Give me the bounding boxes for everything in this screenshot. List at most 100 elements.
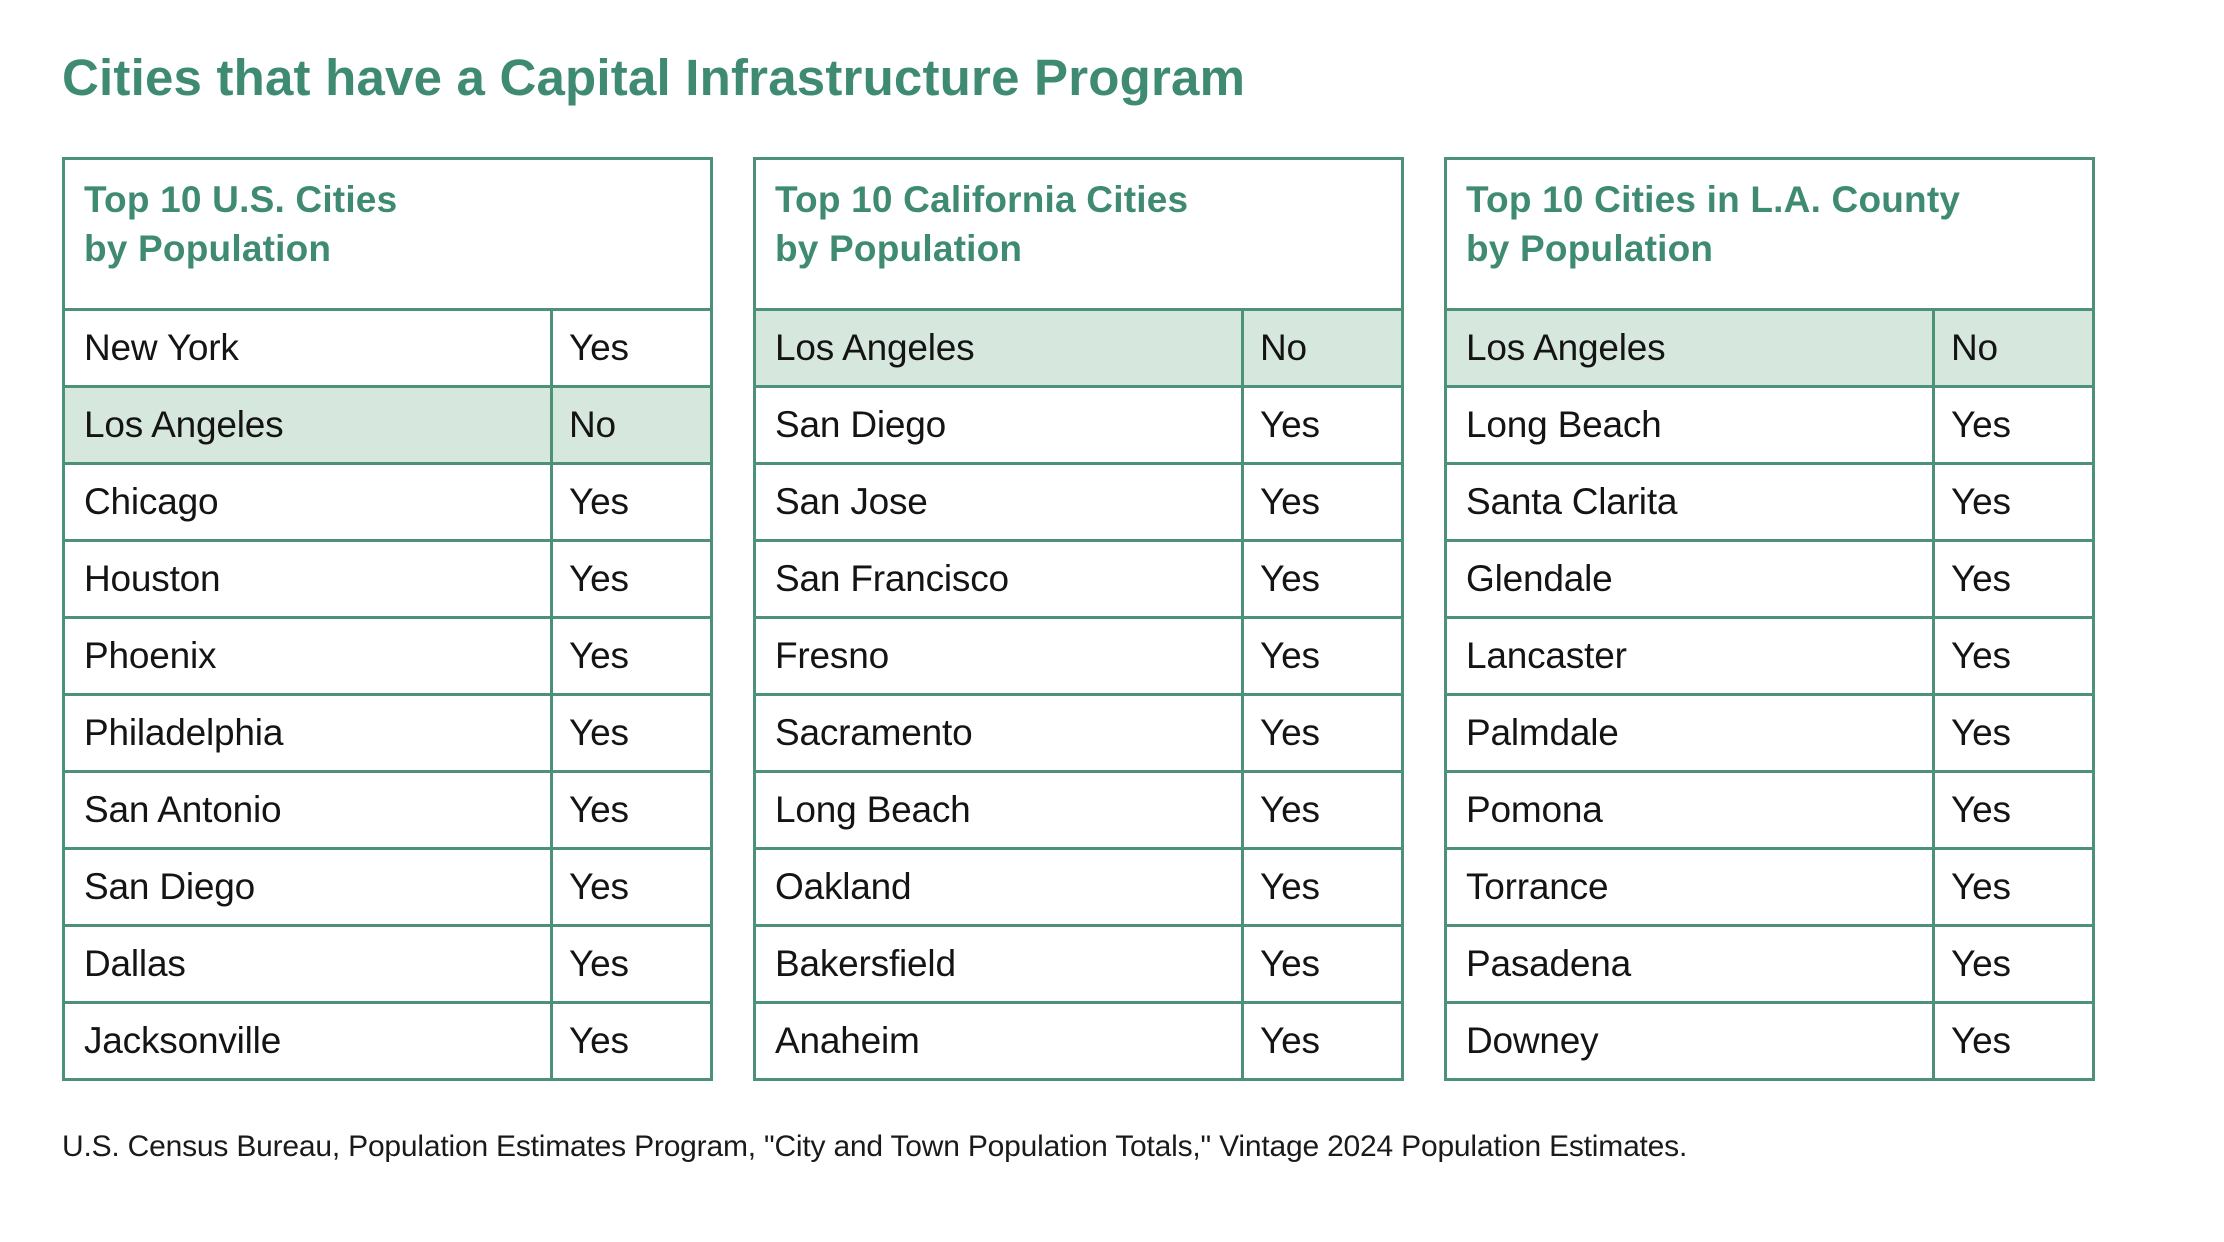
city-name: Chicago [84, 481, 219, 522]
answer-cell: Yes [553, 311, 710, 385]
answer-cell: Yes [1935, 850, 2092, 924]
answer-cell: Yes [553, 696, 710, 770]
answer-value: Yes [1951, 404, 2011, 445]
answer-cell: Yes [1935, 773, 2092, 847]
answer-cell: Yes [553, 542, 710, 616]
city-cell: San Francisco [756, 542, 1244, 616]
city-name: Long Beach [775, 789, 971, 830]
table-row: Bakersfield Yes [756, 927, 1401, 1004]
answer-value: Yes [569, 481, 629, 522]
table-row: San Antonio Yes [65, 773, 710, 850]
answer-cell: Yes [1935, 542, 2092, 616]
answer-value: No [1260, 327, 1307, 368]
answer-value: Yes [1260, 943, 1320, 984]
city-name: San Francisco [775, 558, 1009, 599]
answer-cell: Yes [1244, 542, 1401, 616]
answer-value: Yes [569, 943, 629, 984]
answer-cell: Yes [553, 927, 710, 1001]
city-name: San Diego [84, 866, 255, 907]
table-body-california: Los Angeles No San Diego Yes San Jose Ye… [756, 311, 1401, 1078]
table-header-line1: Top 10 Cities in L.A. County [1466, 179, 1961, 220]
city-name: Glendale [1466, 558, 1613, 599]
answer-cell: Yes [553, 1004, 710, 1078]
city-name: Pasadena [1466, 943, 1632, 984]
city-cell: Los Angeles [756, 311, 1244, 385]
answer-cell: Yes [1244, 388, 1401, 462]
city-cell: New York [65, 311, 553, 385]
answer-cell: Yes [1935, 696, 2092, 770]
answer-cell: Yes [1244, 619, 1401, 693]
city-name: Palmdale [1466, 712, 1619, 753]
city-name: Fresno [775, 635, 889, 676]
answer-cell: No [1244, 311, 1401, 385]
city-cell: Chicago [65, 465, 553, 539]
city-name: San Antonio [84, 789, 282, 830]
answer-value: No [1951, 327, 1998, 368]
city-name: Dallas [84, 943, 186, 984]
city-name: Los Angeles [84, 404, 284, 445]
answer-cell: Yes [553, 465, 710, 539]
answer-value: Yes [1951, 943, 2011, 984]
source-note: U.S. Census Bureau, Population Estimates… [62, 1130, 1688, 1163]
answer-cell: Yes [1935, 388, 2092, 462]
answer-value: Yes [1951, 1020, 2011, 1061]
city-cell: Santa Clarita [1447, 465, 1935, 539]
city-cell: Phoenix [65, 619, 553, 693]
answer-value: Yes [569, 712, 629, 753]
city-cell: Pasadena [1447, 927, 1935, 1001]
table-row: Glendale Yes [1447, 542, 2092, 619]
table-body-us: New York Yes Los Angeles No Chicago Yes … [65, 311, 710, 1078]
table-row: Torrance Yes [1447, 850, 2092, 927]
city-name: Bakersfield [775, 943, 956, 984]
city-name: Santa Clarita [1466, 481, 1678, 522]
answer-cell: No [1935, 311, 2092, 385]
city-cell: Torrance [1447, 850, 1935, 924]
city-cell: San Diego [65, 850, 553, 924]
table-row: Long Beach Yes [756, 773, 1401, 850]
city-name: Anaheim [775, 1020, 920, 1061]
table-row: San Jose Yes [756, 465, 1401, 542]
table-row: Phoenix Yes [65, 619, 710, 696]
city-cell: San Diego [756, 388, 1244, 462]
city-cell: Lancaster [1447, 619, 1935, 693]
city-cell: Fresno [756, 619, 1244, 693]
table-top10-california-cities: Top 10 California Cities by Population L… [753, 157, 1404, 1081]
table-header-la-county: Top 10 Cities in L.A. County by Populati… [1447, 160, 2092, 311]
answer-cell: Yes [1244, 850, 1401, 924]
table-row: Los Angeles No [756, 311, 1401, 388]
table-row: Anaheim Yes [756, 1004, 1401, 1078]
answer-value: Yes [1260, 789, 1320, 830]
city-cell: Glendale [1447, 542, 1935, 616]
city-name: Sacramento [775, 712, 973, 753]
city-name: Oakland [775, 866, 912, 907]
table-row: San Diego Yes [65, 850, 710, 927]
answer-value: Yes [1951, 866, 2011, 907]
answer-value: Yes [1951, 712, 2011, 753]
city-cell: Philadelphia [65, 696, 553, 770]
table-header-california: Top 10 California Cities by Population [756, 160, 1401, 311]
city-name: San Diego [775, 404, 946, 445]
answer-cell: Yes [1244, 927, 1401, 1001]
city-cell: Los Angeles [65, 388, 553, 462]
answer-value: Yes [1260, 404, 1320, 445]
table-row: Long Beach Yes [1447, 388, 2092, 465]
answer-value: Yes [1951, 558, 2011, 599]
table-row: Lancaster Yes [1447, 619, 2092, 696]
answer-value: Yes [569, 1020, 629, 1061]
table-row: Houston Yes [65, 542, 710, 619]
table-header-line2: by Population [1466, 227, 1714, 269]
answer-cell: Yes [1244, 1004, 1401, 1078]
city-name: Jacksonville [84, 1020, 282, 1061]
answer-value: Yes [569, 789, 629, 830]
page-title: Cities that have a Capital Infrastructur… [62, 49, 1246, 106]
table-row: Philadelphia Yes [65, 696, 710, 773]
table-header-line1: Top 10 U.S. Cities [84, 179, 398, 220]
table-row: Palmdale Yes [1447, 696, 2092, 773]
city-name: Downey [1466, 1020, 1599, 1061]
table-header-line2: by Population [775, 227, 1023, 269]
city-cell: Bakersfield [756, 927, 1244, 1001]
table-row: San Diego Yes [756, 388, 1401, 465]
answer-value: Yes [1260, 1020, 1320, 1061]
answer-cell: Yes [1244, 465, 1401, 539]
